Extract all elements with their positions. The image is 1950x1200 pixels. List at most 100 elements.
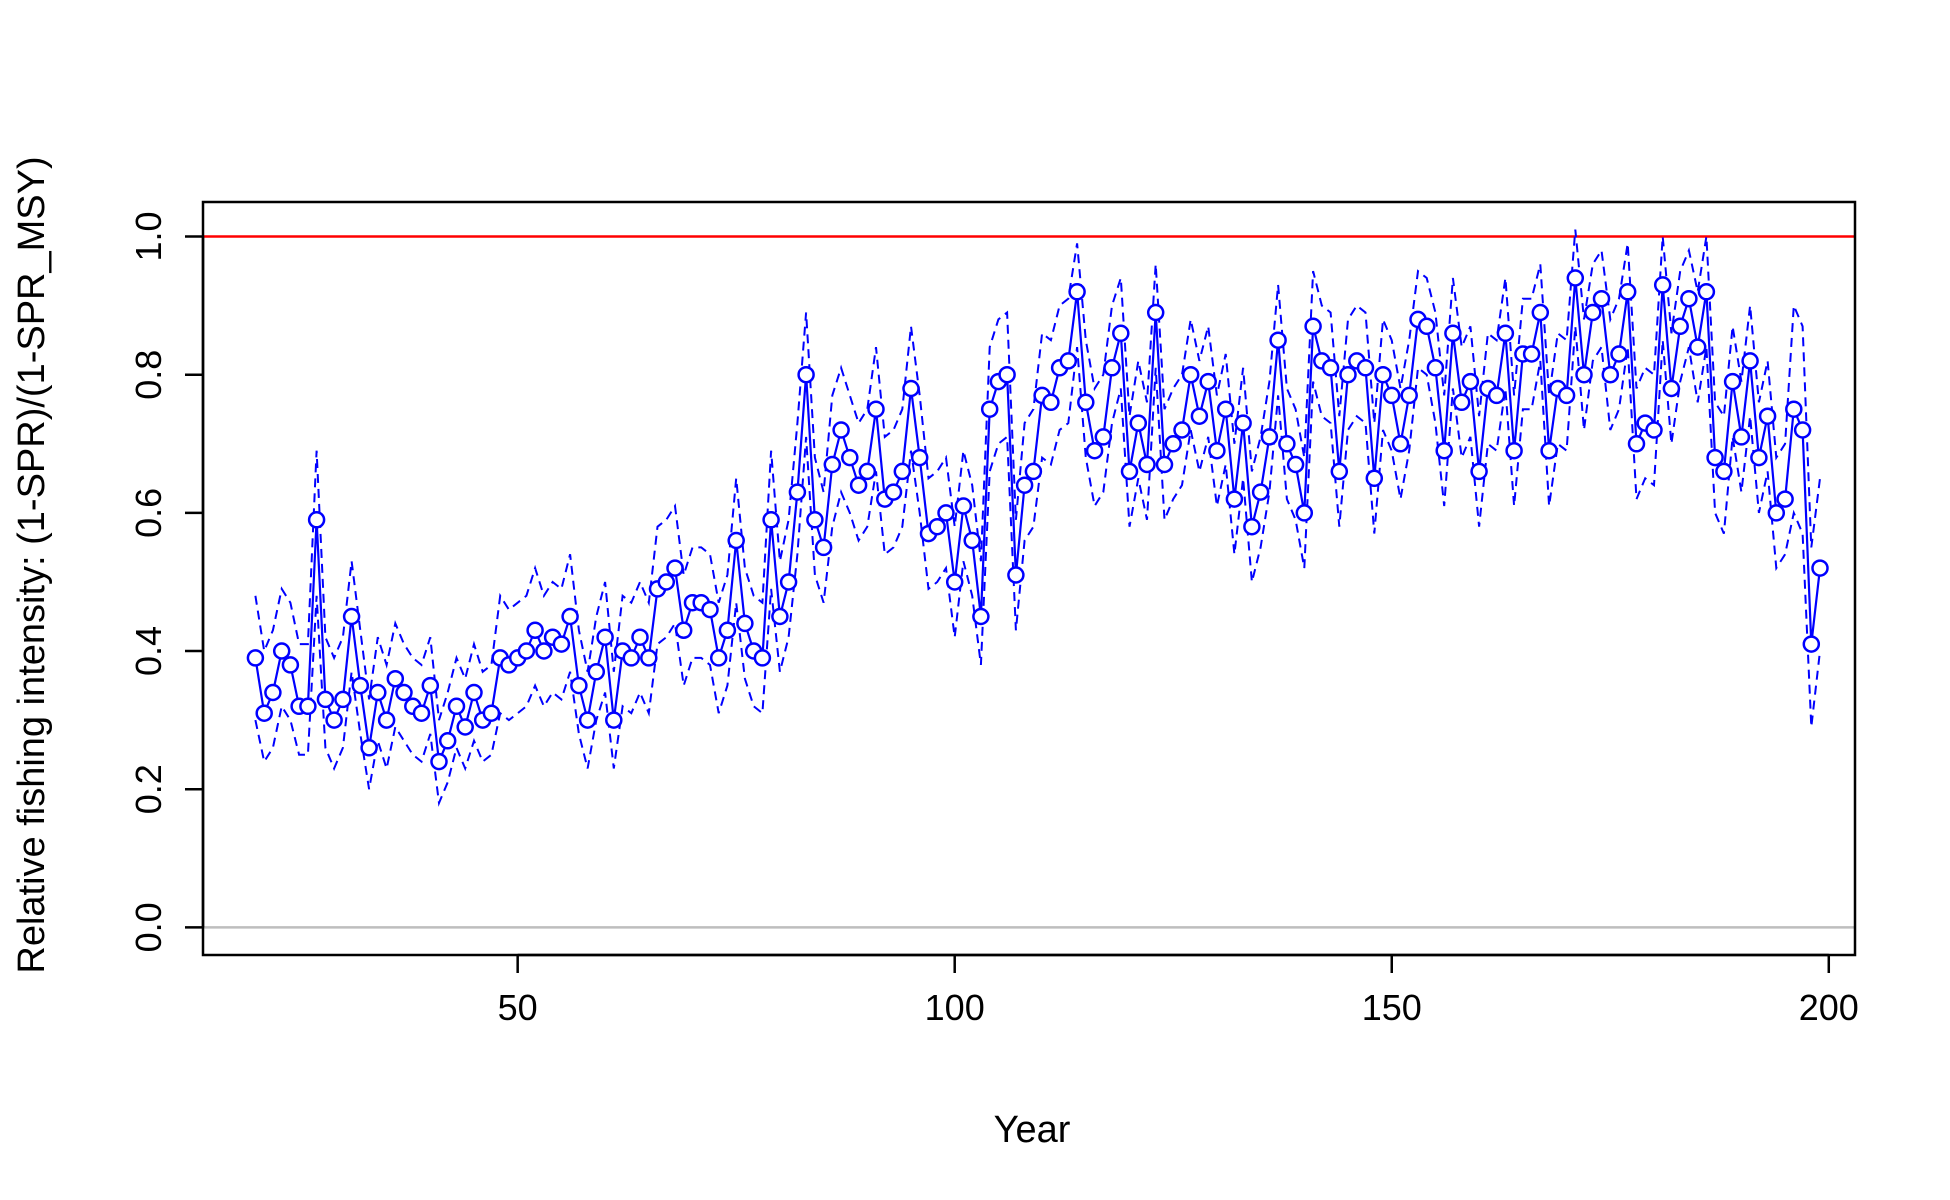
data-point [377, 711, 396, 729]
data-point [963, 531, 981, 550]
data-point [316, 690, 335, 709]
data-point [1566, 269, 1585, 287]
data-point [438, 732, 457, 750]
data-point [605, 711, 623, 729]
data-point [465, 683, 483, 702]
data-point [1496, 324, 1515, 343]
data-point [1077, 393, 1095, 412]
data-point [666, 559, 684, 577]
data-point [1216, 400, 1235, 418]
data-point [674, 621, 693, 640]
data-point [1618, 283, 1637, 301]
data-point [1295, 504, 1314, 522]
data-point [1400, 386, 1418, 405]
data-point [1732, 428, 1751, 446]
data-point [1584, 303, 1602, 322]
data-point [771, 607, 789, 626]
y-tick-label: 1.0 [128, 212, 169, 262]
data-point [1068, 283, 1086, 301]
data-point [1715, 462, 1733, 481]
data-point [430, 752, 448, 771]
data-point [1461, 372, 1480, 391]
data-point [570, 676, 588, 695]
data-point [1391, 435, 1410, 453]
data-point [902, 379, 920, 398]
data-point [334, 690, 352, 709]
data-point [1181, 365, 1200, 384]
x-axis: 50 100 150 200 [498, 953, 1859, 1028]
data-point [1304, 317, 1322, 336]
data-point [1697, 283, 1716, 301]
data-point [1758, 407, 1777, 425]
data-point [1662, 379, 1681, 398]
data-point [272, 642, 291, 660]
data-point [753, 649, 772, 667]
data-point [701, 600, 719, 619]
data-point [1688, 338, 1707, 356]
data-point [945, 573, 964, 591]
data-point [1802, 635, 1821, 653]
data-point [814, 538, 833, 557]
data-point [587, 663, 606, 681]
data-point [1015, 476, 1034, 494]
data-point [631, 628, 649, 646]
data-point [1426, 359, 1445, 377]
data-point [1470, 462, 1488, 481]
data-point [1767, 504, 1786, 522]
data-point [1356, 359, 1375, 377]
data-point [736, 614, 754, 633]
reference-lines [203, 235, 1855, 929]
data-point [369, 683, 387, 702]
data-point [1575, 365, 1593, 384]
data-point [552, 635, 571, 653]
data-point [718, 621, 737, 640]
data-point [1024, 462, 1043, 481]
data-point [858, 462, 877, 481]
data-point [980, 400, 999, 418]
data-point [1374, 365, 1392, 384]
data-point [954, 497, 973, 515]
data-point [1321, 359, 1340, 377]
data-point [1793, 421, 1812, 439]
data-point [1112, 324, 1130, 343]
data-point [1330, 462, 1349, 481]
data-point [360, 739, 378, 757]
data-point [1042, 393, 1060, 412]
data-point [1208, 441, 1226, 460]
data-point [1706, 448, 1724, 467]
data-point [937, 504, 955, 522]
data-point [281, 656, 300, 674]
data-point [342, 607, 361, 626]
data-point [386, 669, 405, 688]
data-point [1645, 421, 1663, 439]
data-point [1610, 345, 1628, 363]
data-point [1601, 365, 1620, 384]
data-point [657, 573, 676, 591]
data-point [1094, 428, 1113, 446]
data-point [727, 531, 745, 550]
data-point [1225, 490, 1244, 508]
data-points [246, 269, 1829, 771]
x-tick-label: 50 [498, 987, 538, 1028]
data-point [447, 697, 466, 716]
x-axis-label: Year [994, 1109, 1071, 1151]
data-point [1627, 435, 1646, 453]
data-point [1671, 317, 1689, 336]
data-point [893, 462, 912, 481]
data-point [806, 511, 824, 529]
data-point [1505, 441, 1523, 460]
data-point [246, 649, 265, 667]
y-axis: 0.0 0.2 0.4 0.6 0.8 1.0 [128, 212, 205, 952]
data-point [622, 649, 641, 667]
data-point [517, 642, 536, 660]
data-point [1750, 448, 1768, 467]
data-point [1278, 435, 1296, 453]
data-point [762, 511, 780, 529]
plot-frame [201, 200, 1857, 957]
data-point [1138, 455, 1156, 474]
y-tick-label: 0.4 [128, 626, 169, 676]
data-point [421, 676, 440, 695]
data-point [1557, 386, 1576, 405]
data-point [1592, 289, 1611, 308]
data-point [255, 704, 273, 722]
